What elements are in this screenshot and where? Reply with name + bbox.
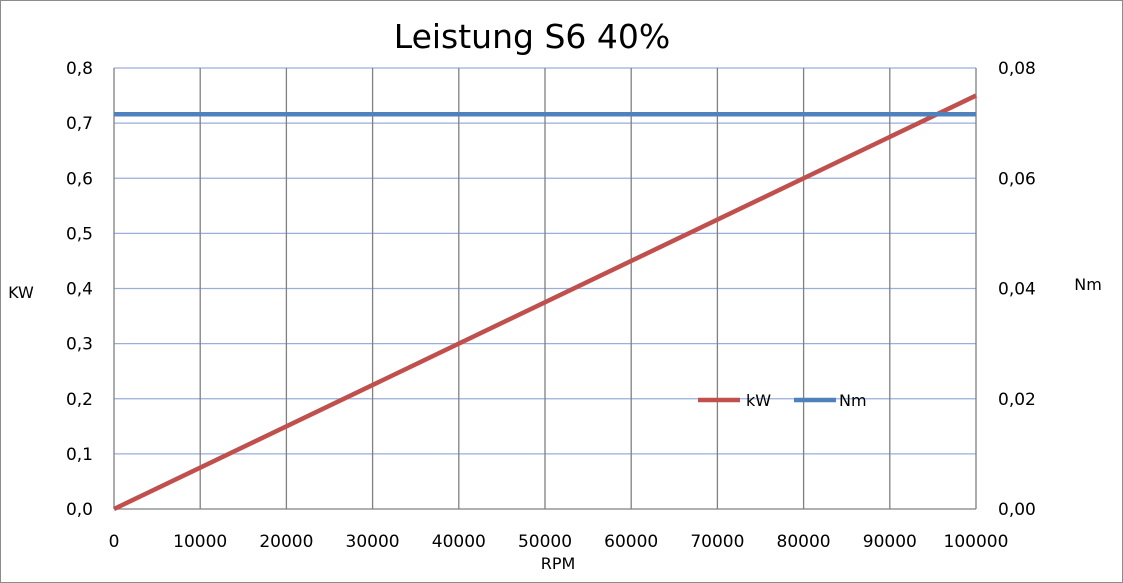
x-tick-label: 50000	[518, 532, 572, 552]
x-tick-label: 10000	[173, 532, 227, 552]
x-tick-label: 100000	[944, 532, 1009, 552]
y-axis-ticks: 0,0 0,1 0,2 0,3 0,4 0,5 0,6 0,7 0,8	[66, 59, 93, 520]
y-tick-label: 0,3	[66, 335, 93, 355]
y2-tick-label: 0,08	[998, 59, 1036, 79]
legend-label-kw: kW	[746, 391, 771, 410]
x-axis-ticks: 0 10000 20000 30000 40000 50000 60000 70000 8000…	[109, 532, 1009, 552]
y-tick-label: 0,8	[66, 59, 93, 79]
y-tick-label: 0,1	[66, 445, 93, 465]
series-line-kw	[113, 93, 977, 512]
vertical-gridlines	[113, 68, 977, 509]
chart-title: Leistung S6 40%	[394, 17, 670, 56]
y-tick-label: 0,7	[66, 114, 93, 134]
y2-axis-title: Nm	[1074, 275, 1102, 294]
y-axis-title: KW	[8, 283, 34, 302]
y-tick-label: 0,4	[66, 280, 93, 300]
x-tick-label: 70000	[690, 532, 744, 552]
y2-tick-label: 0,04	[998, 280, 1036, 300]
y2-axis-ticks: 0,00 0,02 0,04 0,06 0,08	[998, 59, 1036, 520]
y-tick-label: 0,0	[66, 500, 93, 520]
x-tick-label: 90000	[863, 532, 917, 552]
y2-tick-label: 0,00	[998, 500, 1036, 520]
x-tick-label: 30000	[346, 532, 400, 552]
x-tick-label: 40000	[432, 532, 486, 552]
x-tick-label: 20000	[259, 532, 313, 552]
x-tick-label: 80000	[777, 532, 831, 552]
y-tick-label: 0,6	[66, 169, 93, 189]
x-axis-title: RPM	[541, 554, 576, 573]
y2-tick-label: 0,02	[998, 390, 1036, 410]
series-layer	[113, 93, 977, 512]
legend-label-nm: Nm	[839, 391, 867, 410]
y-tick-label: 0,5	[66, 224, 93, 244]
x-tick-label: 60000	[604, 532, 658, 552]
legend: kW Nm	[698, 391, 867, 410]
y-tick-label: 0,2	[66, 390, 93, 410]
y2-tick-label: 0,06	[998, 169, 1036, 189]
x-tick-label: 0	[109, 532, 120, 552]
